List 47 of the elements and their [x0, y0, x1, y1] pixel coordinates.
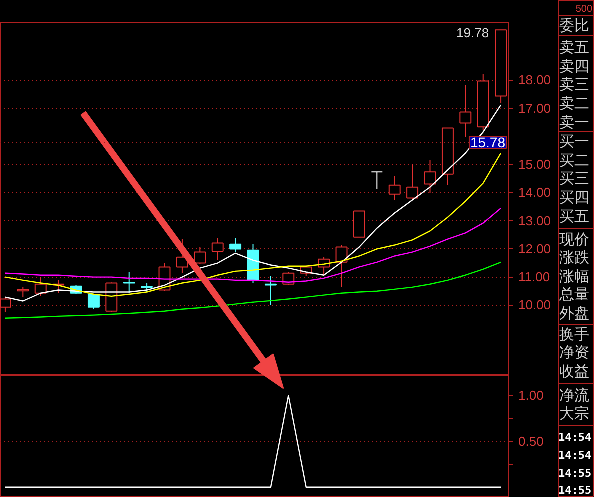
text: 14:54 [558, 449, 592, 462]
text: 委比 [560, 16, 590, 34]
text: 换手 [560, 326, 590, 344]
y-tick-label: 17.00 [518, 100, 552, 116]
text: 14:54 [558, 431, 592, 444]
line-series [4, 208, 502, 283]
text: 卖四 [560, 58, 590, 76]
line-series [4, 262, 502, 319]
text: 涨幅 [560, 268, 590, 286]
candlestick [212, 238, 224, 261]
candlestick [424, 160, 436, 194]
text: 买三 [560, 170, 590, 188]
candlestick [388, 176, 401, 201]
text: 买二 [560, 152, 590, 170]
text: 现价 [560, 230, 590, 248]
y-tick-label: 14.00 [518, 185, 552, 200]
text: 净资 [560, 344, 590, 362]
text: 买四 [560, 188, 590, 206]
text: 14:55 [558, 467, 592, 480]
text: 500 [576, 4, 593, 15]
text: 收益 [560, 362, 590, 380]
candlestick [230, 238, 242, 253]
text: 总量 [558, 286, 590, 304]
ref-line-label: 15.78 [470, 134, 506, 151]
y-tick-label: 13.00 [518, 213, 552, 228]
text: 卖五 [560, 38, 590, 56]
candlestick [460, 84, 472, 138]
y-tick-label: 10.00 [518, 298, 552, 313]
text: 卖一 [560, 114, 590, 132]
candlestick [123, 272, 136, 294]
y-tick-label: 18.00 [518, 72, 552, 88]
text: 大宗 [560, 404, 590, 422]
y-tick-label: 12.00 [518, 241, 552, 256]
y-tick-label: 11.00 [518, 270, 550, 285]
text: 14:55 [558, 484, 592, 497]
text: 涨跌 [560, 248, 590, 266]
annotation: 19.78 [456, 26, 490, 40]
y-tick-label: 1.00 [518, 388, 544, 404]
text: 卖二 [560, 94, 590, 112]
text: 净流 [560, 386, 590, 404]
text: 买一 [560, 132, 590, 150]
line-series [4, 152, 502, 298]
text: 买五 [560, 208, 590, 226]
y-tick-label: 0.50 [518, 434, 544, 450]
y-tick-label: 15.00 [518, 157, 552, 172]
text: 外盘 [560, 304, 590, 322]
text: 卖三 [560, 76, 590, 94]
